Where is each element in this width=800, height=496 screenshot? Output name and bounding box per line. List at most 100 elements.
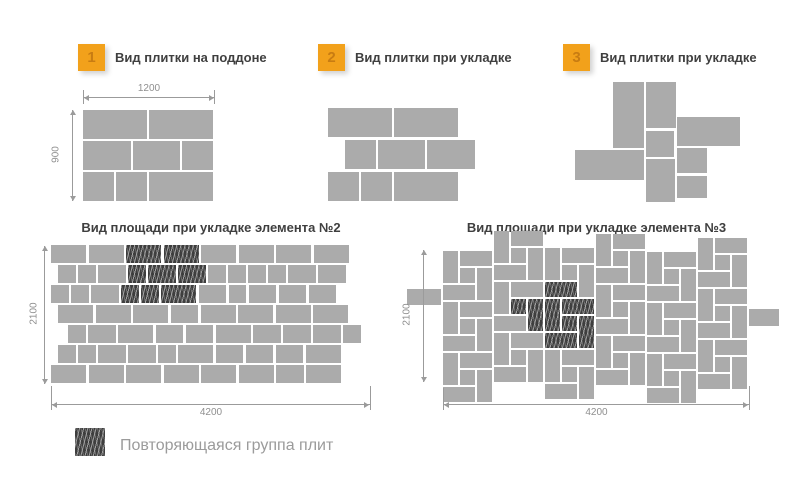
- tile: [646, 131, 674, 157]
- tile: [248, 265, 266, 283]
- pallet-width-dim-label: 1200: [137, 83, 161, 94]
- tile: [579, 264, 594, 297]
- tile: [698, 271, 730, 287]
- tile: [477, 370, 492, 403]
- tile: [182, 141, 213, 170]
- tile: [394, 172, 458, 201]
- tile: [681, 268, 696, 301]
- tile: [630, 302, 645, 335]
- tile: [460, 319, 475, 335]
- pallet-width-dim-line: [83, 97, 215, 98]
- dim-arrow: [42, 379, 48, 384]
- tile: [613, 302, 628, 318]
- tile: [647, 302, 662, 335]
- tile: [98, 345, 126, 363]
- tile: [78, 265, 96, 283]
- tile: [749, 309, 779, 326]
- step-2-label: Вид плитки при укладке: [355, 50, 512, 65]
- tile: [313, 245, 349, 263]
- repeating-group-tile: [511, 298, 526, 314]
- dim-ext: [370, 386, 371, 410]
- tile: [732, 254, 747, 287]
- tile: [698, 237, 713, 270]
- tile: [715, 254, 730, 270]
- tile: [343, 325, 361, 343]
- tile: [575, 150, 644, 180]
- dim-ext: [51, 386, 52, 410]
- tile: [126, 365, 161, 383]
- tile: [460, 268, 475, 284]
- tile: [460, 353, 492, 369]
- tile: [201, 245, 236, 263]
- repeating-group-tile: [163, 245, 199, 263]
- dim-arrow: [42, 246, 48, 251]
- tile: [71, 285, 89, 303]
- tile: [98, 265, 126, 283]
- tile: [715, 288, 747, 304]
- tile: [158, 345, 176, 363]
- dim-arrow: [444, 402, 449, 408]
- tile: [149, 110, 213, 139]
- tile: [596, 336, 611, 369]
- tile: [562, 247, 594, 263]
- tile: [677, 117, 740, 146]
- tile: [58, 345, 76, 363]
- tile: [238, 305, 273, 323]
- tile: [613, 285, 645, 301]
- tile: [460, 302, 492, 318]
- tile: [275, 305, 311, 323]
- tile: [511, 230, 543, 246]
- tile: [178, 345, 213, 363]
- tile: [494, 332, 509, 365]
- tile: [318, 265, 346, 283]
- area-3-width-dim-label: 4200: [585, 407, 608, 418]
- tile: [128, 345, 156, 363]
- pallet-height-dim-line: [72, 110, 73, 201]
- tile: [361, 172, 392, 201]
- step-1-label: Вид плитки на поддоне: [115, 50, 267, 65]
- dim-arrow: [421, 250, 427, 255]
- tile: [288, 265, 316, 283]
- dim-tick: [214, 90, 215, 104]
- tile: [276, 245, 311, 263]
- tile: [305, 345, 341, 363]
- repeating-group-tile: [178, 265, 206, 283]
- tile: [201, 365, 236, 383]
- tile: [677, 176, 707, 198]
- dim-arrow: [52, 402, 57, 408]
- dim-ext: [443, 388, 444, 410]
- tile: [579, 366, 594, 399]
- tile: [328, 172, 359, 201]
- repeating-group-tile: [148, 265, 176, 283]
- tile: [715, 339, 747, 355]
- tile: [443, 285, 475, 301]
- dim-arrow: [364, 402, 369, 408]
- tile: [647, 285, 679, 301]
- tile: [88, 365, 124, 383]
- tile: [58, 305, 93, 323]
- tile: [344, 140, 376, 169]
- tile: [118, 325, 153, 343]
- tile: [427, 140, 475, 169]
- tile: [83, 172, 114, 201]
- repeating-group-tile: [562, 298, 594, 314]
- dim-tick: [83, 90, 84, 104]
- tile: [68, 325, 86, 343]
- tile: [276, 365, 304, 383]
- tile: [443, 353, 458, 386]
- tile: [328, 108, 392, 137]
- tile: [394, 108, 458, 137]
- tile: [715, 237, 747, 253]
- tile: [443, 336, 475, 352]
- repeating-group-tile: [545, 281, 577, 297]
- tile: [681, 370, 696, 403]
- tile: [494, 366, 526, 382]
- tile: [647, 336, 679, 352]
- tile: [83, 110, 147, 139]
- tile: [170, 305, 198, 323]
- area-2-height-dim-label: 2100: [28, 302, 40, 325]
- tile: [477, 319, 492, 352]
- tile: [630, 251, 645, 284]
- tile: [613, 336, 645, 352]
